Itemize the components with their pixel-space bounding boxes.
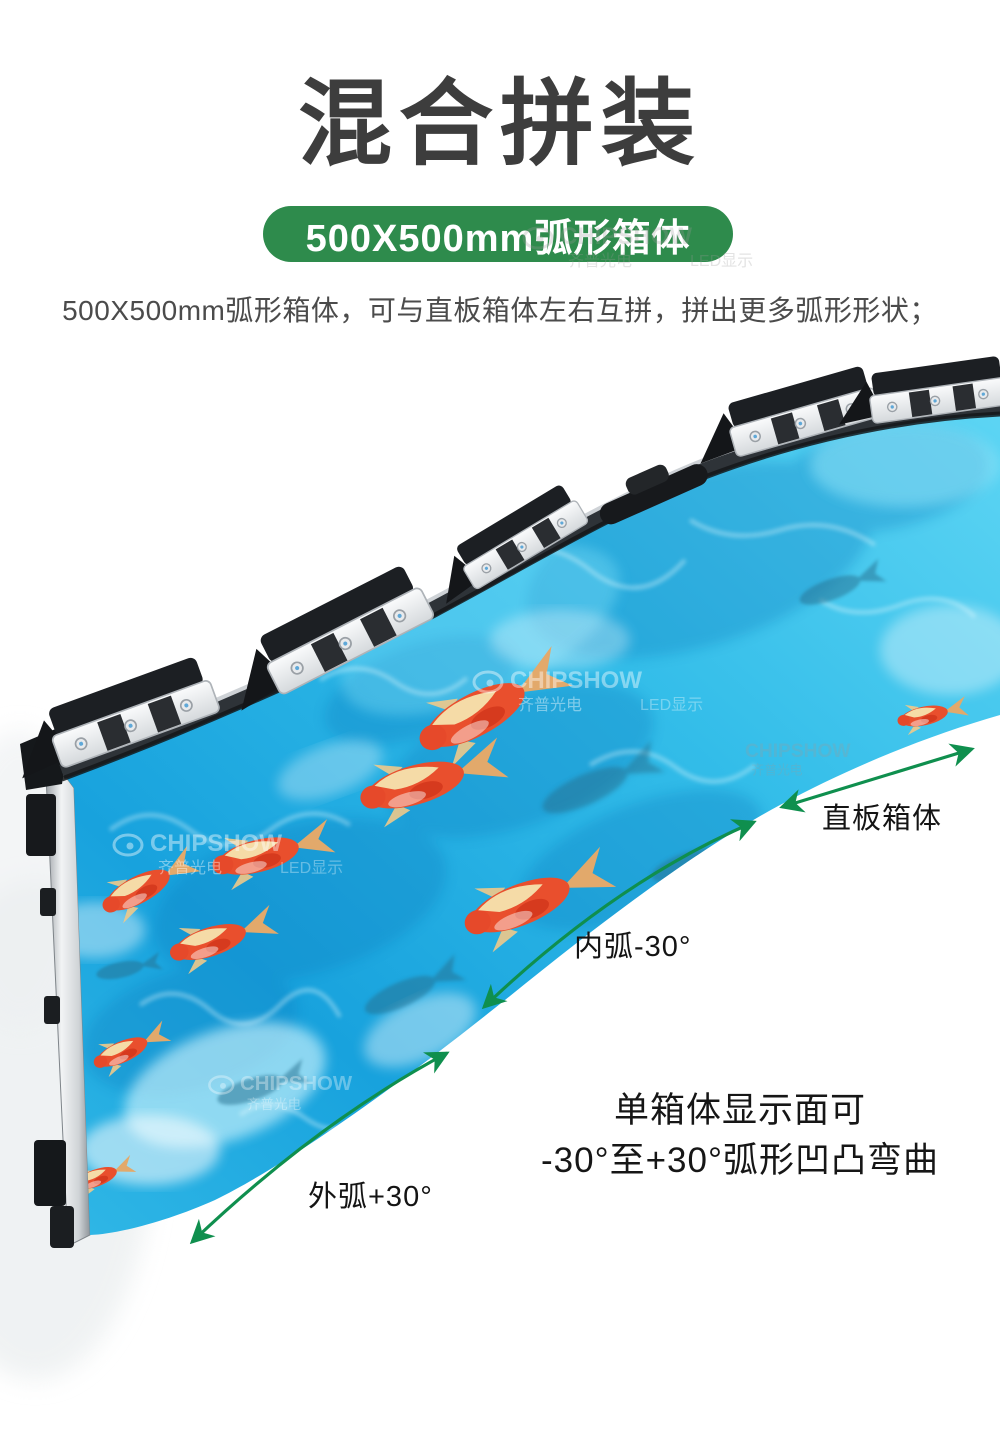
bend-note-line2: -30°至+30°弧形凹凸弯曲 (541, 1140, 939, 1180)
svg-text:齐普光电: 齐普光电 (247, 1097, 302, 1112)
label-outer-arc: 外弧+30° (308, 1181, 433, 1213)
page-description: 500X500mm弧形箱体，可与直板箱体左右互拼，拼出更多弧形形状； (62, 295, 938, 326)
watermark-brand-cn: 齐普光电 (158, 859, 222, 877)
svg-text:CHIPSHOW: CHIPSHOW (745, 741, 851, 762)
inner-arc-arrow (481, 819, 757, 1010)
svg-text:LED显示: LED显示 (640, 697, 703, 714)
label-inner-arc: 内弧-30° (574, 931, 692, 963)
outer-arc-arrow (189, 1051, 450, 1245)
svg-text:齐普光电: 齐普光电 (751, 762, 802, 777)
svg-text:CHIPSHOW: CHIPSHOW (510, 667, 642, 694)
page-title: 混合拼装 (297, 71, 702, 176)
svg-text:齐普光电: 齐普光电 (518, 696, 582, 714)
straight-cabinet-arrow (779, 743, 975, 813)
caustic-lines (108, 518, 977, 1131)
watermark-brand: CHIPSHOW (150, 830, 282, 857)
svg-text:齐普光电: 齐普光电 (568, 252, 632, 270)
watermark-suffix: LED显示 (280, 860, 343, 877)
label-straight-cabinet: 直板箱体 (822, 803, 943, 835)
bend-note-line1: 单箱体显示面可 (613, 1091, 866, 1130)
annotation-arrows (189, 743, 975, 1245)
svg-text:CHIPSHOW: CHIPSHOW (240, 1073, 353, 1095)
bend-capability-note: 单箱体显示面可 -30°至+30°弧形凹凸弯曲 (505, 1086, 975, 1185)
watermark-on-background: CHIPSHOW 齐普光电 LED显示 CHIPSHOW 齐普光电 (522, 223, 851, 777)
banner-label: 500X500mm弧形箱体 (305, 217, 691, 260)
banner-pill: 500X500mm弧形箱体 (263, 206, 733, 262)
svg-text:LED显示: LED显示 (690, 253, 753, 270)
svg-text:CHIPSHOW: CHIPSHOW (560, 223, 692, 250)
